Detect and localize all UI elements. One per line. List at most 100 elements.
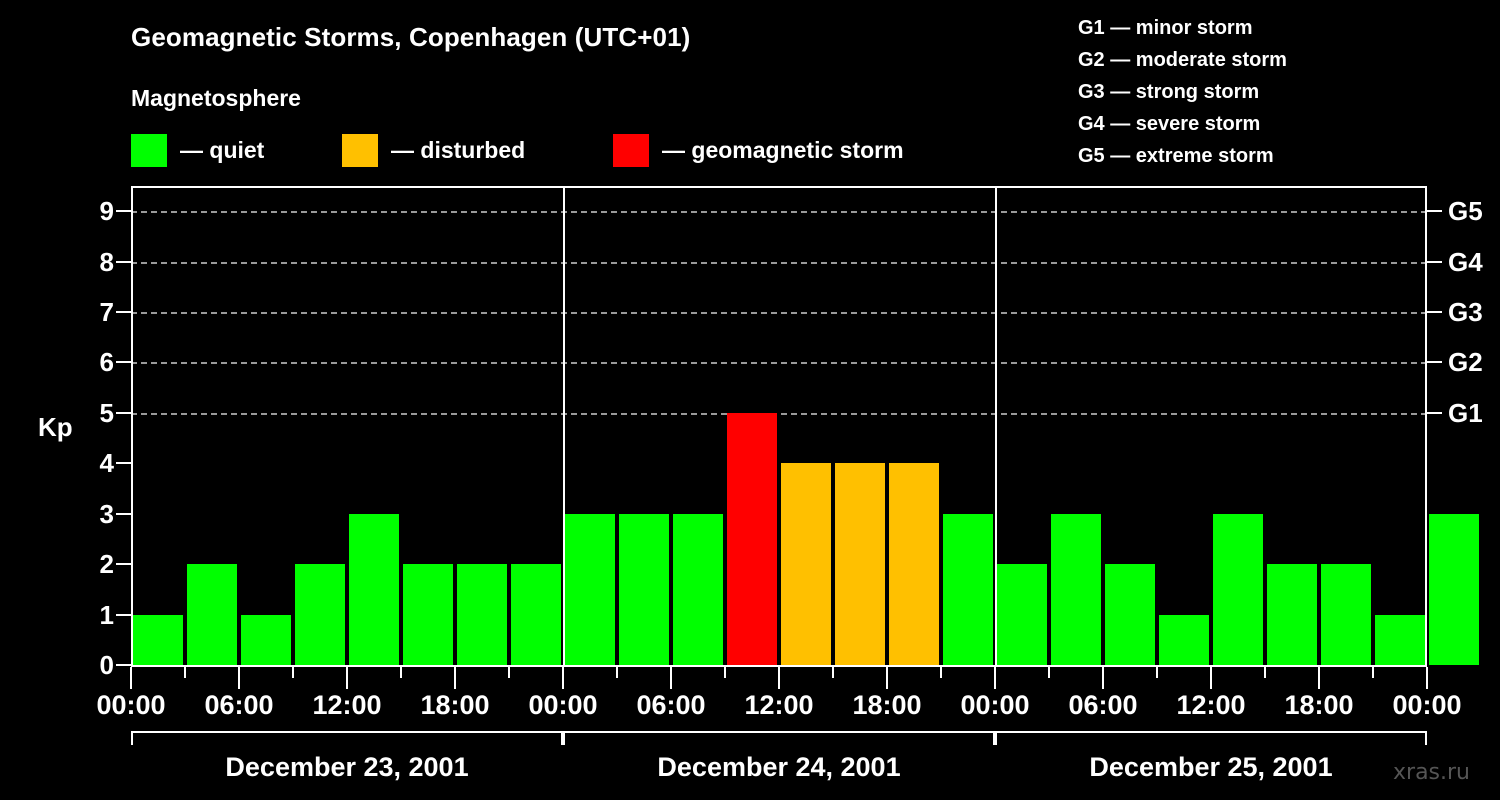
- g-tick-label-G2: G2: [1448, 347, 1483, 378]
- day-bracket-1: [131, 731, 563, 745]
- x-tick-major: [994, 667, 996, 689]
- x-tick-minor: [1156, 667, 1158, 678]
- x-tick-major: [130, 667, 132, 689]
- x-tick-minor: [724, 667, 726, 678]
- x-tick-minor: [1048, 667, 1050, 678]
- x-tick-label: 12:00: [312, 690, 382, 720]
- x-tick-minor: [832, 667, 834, 678]
- y-tick-label-3: 3: [99, 498, 114, 529]
- x-tick-label: 00:00: [1392, 690, 1462, 720]
- chart-subtitle: Magnetosphere: [131, 85, 301, 111]
- x-tick-major: [1210, 667, 1212, 689]
- y-tick-4: [116, 462, 131, 465]
- y-tick-2: [116, 563, 131, 566]
- x-tick-minor: [1372, 667, 1374, 678]
- x-tick-major: [886, 667, 888, 689]
- watermark: xras.ru: [1393, 760, 1470, 785]
- x-tick-label: 12:00: [744, 690, 814, 720]
- g-tick-G4: [1427, 260, 1442, 263]
- legend-label: — geomagnetic storm: [662, 136, 904, 163]
- g-tick-label-G3: G3: [1448, 297, 1483, 328]
- legend-swatch-geomagnetic-storm: [613, 133, 649, 167]
- x-tick-major: [346, 667, 348, 689]
- g-legend-row-1: G1 — minor storm: [1078, 17, 1253, 39]
- bar: [943, 513, 993, 665]
- x-tick-major: [454, 667, 456, 689]
- g-legend-row-2: G2 — moderate storm: [1078, 49, 1287, 71]
- y-tick-label-4: 4: [99, 448, 114, 479]
- g-legend-row-3: G3 — strong storm: [1078, 81, 1260, 103]
- x-tick-minor: [940, 667, 942, 678]
- bar: [997, 564, 1047, 665]
- g-tick-label-G1: G1: [1448, 397, 1483, 428]
- y-tick-label-5: 5: [99, 397, 114, 428]
- gridline-kp-9: [131, 211, 1427, 214]
- bar: [1375, 614, 1425, 665]
- gridline-kp-8: [131, 261, 1427, 264]
- x-tick-label: 06:00: [204, 690, 274, 720]
- day-separator-1: [563, 186, 565, 667]
- x-tick-label: 06:00: [636, 690, 706, 720]
- y-tick-0: [116, 664, 131, 666]
- day-bracket-3: [995, 731, 1427, 745]
- x-tick-label: 18:00: [1284, 690, 1354, 720]
- x-axis-baseline: [131, 665, 1427, 667]
- x-tick-label: 00:00: [528, 690, 598, 720]
- g-tick-G1: [1427, 411, 1442, 414]
- x-tick-major: [238, 667, 240, 689]
- gridline-kp-6: [131, 362, 1427, 365]
- day-label-3: December 25, 2001: [1089, 752, 1333, 782]
- g-tick-G3: [1427, 311, 1442, 314]
- legend-item-disturbed: — disturbed: [342, 131, 525, 169]
- bar: [673, 513, 723, 665]
- bar: [1267, 564, 1317, 665]
- y-tick-7: [116, 311, 131, 314]
- x-tick-label: 00:00: [96, 690, 166, 720]
- bar: [889, 463, 939, 665]
- bar: [349, 513, 399, 665]
- g-tick-G2: [1427, 361, 1442, 364]
- bar: [295, 564, 345, 665]
- day-separator-2: [995, 186, 997, 667]
- legend-item-geomagnetic-storm: — geomagnetic storm: [613, 131, 904, 169]
- plot-frame: [131, 186, 1427, 665]
- legend-swatch-quiet: [131, 133, 167, 167]
- g-tick-label-G4: G4: [1448, 246, 1483, 277]
- y-tick-label-6: 6: [99, 347, 114, 378]
- g-legend-row-4: G4 — severe storm: [1078, 113, 1261, 135]
- bar: [1051, 513, 1101, 665]
- y-tick-6: [116, 361, 131, 364]
- y-tick-1: [116, 613, 131, 616]
- bar: [457, 564, 507, 665]
- legend-swatch-disturbed: [342, 133, 378, 167]
- x-tick-major: [1318, 667, 1320, 689]
- bar: [241, 614, 291, 665]
- bar: [1213, 513, 1263, 665]
- x-tick-major: [1426, 667, 1428, 689]
- x-tick-minor: [1264, 667, 1266, 678]
- bar: [1429, 513, 1479, 665]
- y-tick-label-2: 2: [99, 549, 114, 580]
- x-tick-label: 06:00: [1068, 690, 1138, 720]
- y-tick-label-9: 9: [99, 196, 114, 227]
- bar: [565, 513, 615, 665]
- y-tick-label-7: 7: [99, 297, 114, 328]
- g-tick-label-G5: G5: [1448, 196, 1483, 227]
- x-tick-minor: [400, 667, 402, 678]
- g-tick-G5: [1427, 210, 1442, 213]
- bar: [1159, 614, 1209, 665]
- g-legend-row-5: G5 — extreme storm: [1078, 145, 1274, 167]
- bar: [511, 564, 561, 665]
- bar: [781, 463, 831, 665]
- bar: [727, 412, 777, 665]
- legend-label: — quiet: [180, 136, 265, 163]
- x-tick-major: [778, 667, 780, 689]
- legend-item-quiet: — quiet: [131, 131, 264, 169]
- bar: [1321, 564, 1371, 665]
- y-tick-label-0: 0: [99, 650, 114, 680]
- bar: [133, 614, 183, 665]
- x-tick-label: 00:00: [960, 690, 1030, 720]
- legend-label: — disturbed: [391, 136, 526, 163]
- x-tick-minor: [508, 667, 510, 678]
